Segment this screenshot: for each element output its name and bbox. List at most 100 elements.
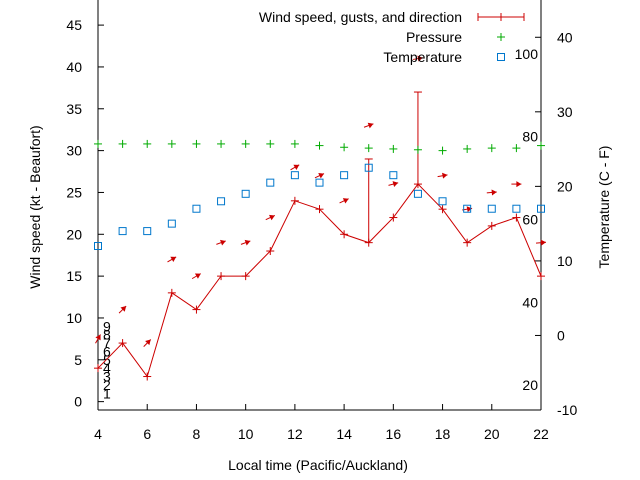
temperature-point: [241, 189, 250, 198]
beaufort-label: 2: [103, 377, 111, 393]
arrow-head: [120, 306, 127, 312]
temperature-point: [217, 197, 226, 206]
wind-direction-arrow: [388, 181, 399, 187]
wind-speed-point: [241, 272, 250, 281]
fahrenheit-label: 60: [522, 211, 538, 227]
wind-direction-arrow: [118, 305, 127, 314]
x-tick-label: 22: [533, 426, 549, 442]
y-tick-label: 15: [66, 268, 82, 284]
wind-direction-arrow: [191, 273, 202, 280]
fahrenheit-labels: 20 40 60 80 100: [515, 46, 539, 393]
wind-direction-arrow: [412, 55, 423, 62]
x-tick-label: 8: [193, 426, 201, 442]
pressure-point: [315, 141, 324, 150]
arrow-head: [442, 172, 448, 179]
pressure-point: [537, 141, 545, 150]
arrow-head: [194, 273, 201, 279]
temperature-point: [143, 227, 152, 236]
y-tick-label: 10: [66, 310, 82, 326]
wind-speed-point: [167, 288, 176, 297]
wind-direction-arrow: [216, 239, 226, 246]
fahrenheit-label: 40: [522, 294, 538, 310]
pressure-point: [290, 139, 299, 148]
temperature-point: [413, 189, 422, 198]
y-tick-label: 30: [66, 143, 82, 159]
legend-swatch-plus: [497, 33, 505, 41]
y-tick-label: 20: [66, 226, 82, 242]
y2-tick-label: 40: [557, 29, 573, 45]
wind-speed-point: [192, 305, 201, 314]
beaufort-label: 3: [103, 369, 111, 385]
arrow-head: [318, 172, 325, 179]
wind-speed-point: [217, 272, 226, 281]
temperature-point: [512, 204, 521, 213]
temperature-point: [290, 171, 299, 180]
pressure-point: [217, 139, 226, 148]
beaufort-label: 1: [103, 385, 111, 401]
wind-speed-point: [389, 213, 398, 222]
y2-tick-label: 30: [557, 104, 573, 120]
wind-direction-arrow: [363, 122, 374, 129]
wind-direction-arrow: [95, 334, 101, 344]
pressure-point: [167, 139, 176, 148]
wind-direction-arrow: [535, 239, 547, 246]
y2-axis-ticks: -10 0 10 20 30 40: [535, 29, 577, 418]
wind-direction-arrow: [511, 181, 522, 188]
wind-speed-point: [143, 372, 152, 381]
y-tick-label: 25: [66, 184, 82, 200]
legend-swatch-square: [497, 53, 505, 61]
x-tick-label: 16: [386, 426, 402, 442]
arrow-head: [516, 181, 522, 188]
x-tick-label: 6: [143, 426, 151, 442]
wind-direction-arrow: [339, 198, 349, 204]
y2-tick-label: 10: [557, 253, 573, 269]
arrow-head: [491, 189, 497, 196]
wind-direction-arrow: [486, 189, 497, 196]
pressure-point: [512, 144, 521, 153]
beaufort-label: 6: [103, 343, 111, 359]
temperature-point: [118, 227, 127, 236]
y-tick-label: 45: [66, 17, 82, 33]
pressure-point: [463, 144, 472, 153]
pressure-point: [487, 144, 496, 153]
y-axis-ticks: 0 5 10 15 20 25 30 35 40 45: [66, 17, 104, 410]
x-tick-label: 20: [484, 426, 500, 442]
fahrenheit-label: 80: [522, 129, 538, 145]
y2-axis-label: Temperature (C - F): [596, 146, 612, 269]
pressure-point: [118, 139, 127, 148]
pressure-point: [94, 139, 102, 148]
wind-speed-point: [512, 213, 521, 222]
legend-label: Temperature: [383, 49, 462, 65]
y-axis-label: Wind speed (kt - Beaufort): [27, 125, 43, 288]
arrow-head: [466, 206, 473, 213]
pressure-point: [364, 144, 373, 153]
temperature-point: [315, 178, 324, 187]
x-tick-label: 4: [94, 426, 102, 442]
wind-direction-arrow: [143, 339, 152, 347]
beaufort-label: 5: [103, 352, 111, 368]
wind-direction-arrow: [240, 239, 251, 246]
temperature-point: [463, 204, 472, 213]
wind-speed-point: [487, 221, 496, 230]
wind-speed-point: [290, 196, 299, 205]
pressure-point: [266, 139, 275, 148]
pressure-point: [241, 139, 250, 148]
temperature-point: [537, 204, 545, 213]
temperature-point: [192, 204, 201, 213]
beaufort-label: 4: [103, 360, 111, 376]
arrow-head: [342, 198, 349, 204]
wind-speed-point: [463, 238, 472, 247]
x-tick-label: 12: [287, 426, 303, 442]
wind-direction-arrow: [290, 164, 300, 171]
x-axis-label: Local time (Pacific/Auckland): [228, 457, 408, 473]
arrow-head: [244, 239, 251, 246]
temperature-point: [94, 242, 102, 250]
beaufort-label: 8: [103, 327, 111, 343]
x-axis-ticks: 4 6 8 10 12 14 16 18 20 22: [94, 404, 549, 442]
temperature-point: [364, 163, 373, 172]
wind-direction-arrow: [167, 256, 177, 263]
wind-direction-arrow: [265, 214, 276, 221]
temperature-point: [266, 178, 275, 187]
